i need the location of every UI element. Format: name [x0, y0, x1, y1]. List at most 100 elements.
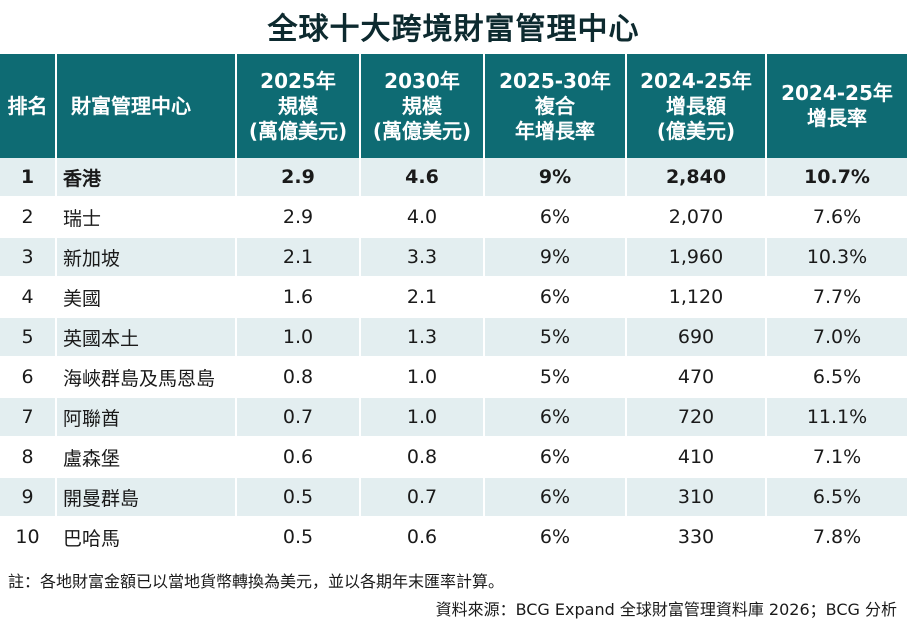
cagr-cell: 6%: [484, 517, 627, 558]
growth-rate-cell: 7.7%: [766, 277, 907, 318]
growth-rate-cell: 6.5%: [766, 477, 907, 518]
size-2025-cell: 1.0: [236, 317, 361, 358]
growth-amount-cell: 2,070: [626, 197, 767, 238]
table-row: 3 新加坡 2.1 3.3 9% 1,960 10.3%: [0, 237, 907, 278]
center-name-cell: 香港: [56, 158, 237, 198]
center-name-cell: 阿聯酋: [56, 397, 237, 438]
growth-amount-cell: 2,840: [626, 158, 767, 198]
header-line: 財富管理中心: [71, 93, 191, 118]
center-name-cell: 英國本土: [56, 317, 237, 358]
size-2030-cell: 1.3: [360, 317, 485, 358]
rank-cell: 6: [0, 357, 57, 398]
size-2025-cell: 2.9: [236, 158, 361, 198]
header-size-2030: 2030年 規模 (萬億美元): [360, 54, 485, 158]
header-line: (萬億美元): [248, 118, 348, 143]
header-line: 複合: [535, 93, 575, 118]
center-name-cell: 瑞士: [56, 197, 237, 238]
size-2030-cell: 1.0: [360, 357, 485, 398]
header-line: 2025-30年: [499, 68, 611, 93]
size-2025-cell: 0.8: [236, 357, 361, 398]
table-row: 6 海峽群島及馬恩島 0.8 1.0 5% 470 6.5%: [0, 357, 907, 398]
size-2025-cell: 1.6: [236, 277, 361, 318]
growth-amount-cell: 1,960: [626, 237, 767, 278]
cagr-cell: 9%: [484, 237, 627, 278]
size-2030-cell: 0.6: [360, 517, 485, 558]
size-2030-cell: 0.8: [360, 437, 485, 478]
header-line: 規模: [278, 93, 318, 118]
growth-amount-cell: 330: [626, 517, 767, 558]
size-2025-cell: 2.9: [236, 197, 361, 238]
rank-cell: 10: [0, 517, 57, 558]
growth-amount-cell: 690: [626, 317, 767, 358]
center-name-cell: 美國: [56, 277, 237, 318]
rank-cell: 4: [0, 277, 57, 318]
cagr-cell: 6%: [484, 437, 627, 478]
cagr-cell: 9%: [484, 158, 627, 198]
table-row: 10 巴哈馬 0.5 0.6 6% 330 7.8%: [0, 517, 907, 558]
growth-rate-cell: 10.7%: [766, 158, 907, 198]
rank-cell: 8: [0, 437, 57, 478]
growth-amount-cell: 310: [626, 477, 767, 518]
size-2030-cell: 4.0: [360, 197, 485, 238]
growth-rate-cell: 7.0%: [766, 317, 907, 358]
center-name-cell: 巴哈馬: [56, 517, 237, 558]
growth-amount-cell: 720: [626, 397, 767, 438]
header-line: 2030年: [384, 68, 460, 93]
table-row: 5 英國本土 1.0 1.3 5% 690 7.0%: [0, 317, 907, 358]
table-row: 9 開曼群島 0.5 0.7 6% 310 6.5%: [0, 477, 907, 518]
header-center: 財富管理中心: [56, 54, 237, 158]
size-2030-cell: 2.1: [360, 277, 485, 318]
size-2025-cell: 2.1: [236, 237, 361, 278]
growth-rate-cell: 6.5%: [766, 357, 907, 398]
center-name-cell: 開曼群島: [56, 477, 237, 518]
center-name-cell: 新加坡: [56, 237, 237, 278]
table-header-row: 排名 財富管理中心 2025年 規模 (萬億美元) 2030年 規模 (萬億美元) 20…: [0, 54, 907, 158]
header-size-2025: 2025年 規模 (萬億美元): [236, 54, 361, 158]
header-line: 2025年: [260, 68, 336, 93]
size-2030-cell: 0.7: [360, 477, 485, 518]
cagr-cell: 6%: [484, 397, 627, 438]
cagr-cell: 5%: [484, 317, 627, 358]
rank-cell: 9: [0, 477, 57, 518]
size-2025-cell: 0.7: [236, 397, 361, 438]
size-2030-cell: 4.6: [360, 158, 485, 198]
header-line: (萬億美元): [372, 118, 472, 143]
growth-rate-cell: 10.3%: [766, 237, 907, 278]
rank-cell: 2: [0, 197, 57, 238]
rank-cell: 5: [0, 317, 57, 358]
rank-cell: 3: [0, 237, 57, 278]
table-row: 1 香港 2.9 4.6 9% 2,840 10.7%: [0, 158, 907, 198]
size-2025-cell: 0.5: [236, 477, 361, 518]
header-rank: 排名: [0, 54, 57, 158]
cagr-cell: 5%: [484, 357, 627, 398]
size-2030-cell: 3.3: [360, 237, 485, 278]
header-line: 2024-25年: [781, 81, 893, 105]
center-name-cell: 海峽群島及馬恩島: [56, 357, 237, 398]
header-cagr: 2025-30年 複合 年增長率: [484, 54, 627, 158]
growth-rate-cell: 7.6%: [766, 197, 907, 238]
cagr-cell: 6%: [484, 477, 627, 518]
cagr-cell: 6%: [484, 197, 627, 238]
table-body: 1 香港 2.9 4.6 9% 2,840 10.7% 2 瑞士 2.9 4.0 6% 2,070 7.6…: [0, 158, 907, 558]
table-row: 4 美國 1.6 2.1 6% 1,120 7.7%: [0, 277, 907, 318]
rank-cell: 1: [0, 158, 57, 198]
size-2025-cell: 0.5: [236, 517, 361, 558]
growth-rate-cell: 11.1%: [766, 397, 907, 438]
table-row: 7 阿聯酋 0.7 1.0 6% 720 11.1%: [0, 397, 907, 438]
table-row: 2 瑞士 2.9 4.0 6% 2,070 7.6%: [0, 197, 907, 238]
table-row: 8 盧森堡 0.6 0.8 6% 410 7.1%: [0, 437, 907, 478]
source-note: 資料來源：BCG Expand 全球財富管理資料庫 2026；BCG 分析: [435, 600, 897, 619]
growth-rate-cell: 7.8%: [766, 517, 907, 558]
header-line: 年增長率: [515, 118, 595, 143]
growth-amount-cell: 470: [626, 357, 767, 398]
wealth-centers-table: 排名 財富管理中心 2025年 規模 (萬億美元) 2030年 規模 (萬億美元) 20…: [0, 54, 907, 558]
growth-amount-cell: 1,120: [626, 277, 767, 318]
header-line: (億美元): [656, 118, 736, 143]
header-growth-amount: 2024-25年 增長額 (億美元): [626, 54, 767, 158]
size-2030-cell: 1.0: [360, 397, 485, 438]
header-line: 增長率: [807, 106, 867, 130]
header-line: 增長額: [666, 93, 726, 118]
cagr-cell: 6%: [484, 277, 627, 318]
growth-rate-cell: 7.1%: [766, 437, 907, 478]
rank-cell: 7: [0, 397, 57, 438]
